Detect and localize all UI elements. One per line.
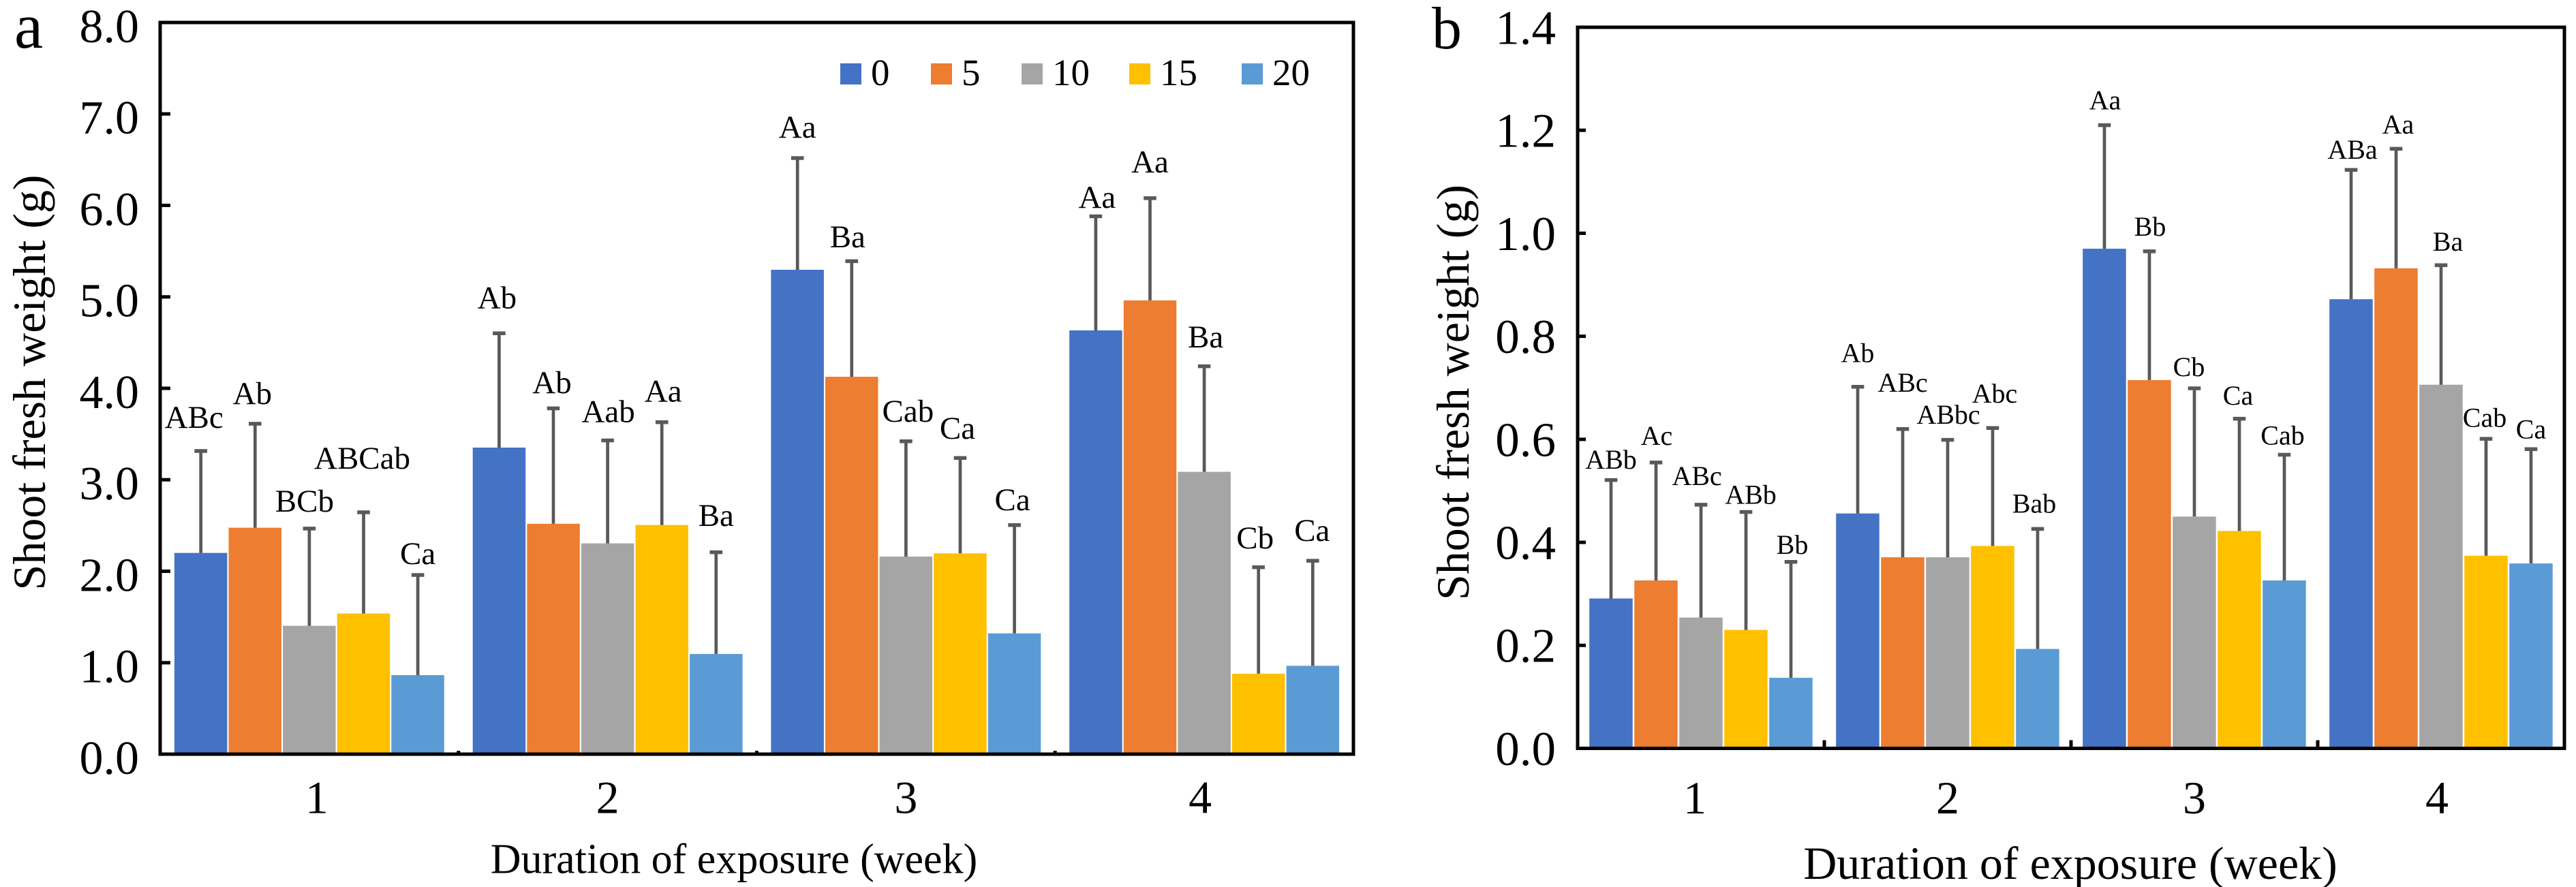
svg-text:Aa: Aa	[2089, 85, 2121, 116]
svg-text:7.0: 7.0	[80, 92, 140, 144]
svg-text:ABa: ABa	[2327, 134, 2378, 165]
svg-text:6.0: 6.0	[80, 183, 140, 236]
svg-text:Ca: Ca	[2223, 380, 2254, 411]
svg-text:Ba: Ba	[830, 219, 865, 255]
svg-text:Bab: Bab	[2012, 488, 2056, 519]
svg-text:Aa: Aa	[1078, 180, 1116, 215]
svg-text:15: 15	[1160, 52, 1197, 93]
svg-text:2: 2	[596, 772, 619, 824]
svg-text:Cb: Cb	[1236, 520, 1274, 556]
svg-text:Cb: Cb	[2173, 352, 2205, 382]
svg-text:1: 1	[1683, 772, 1706, 824]
svg-text:1.2: 1.2	[1495, 105, 1556, 158]
svg-text:Shoot fresh weight (g): Shoot fresh weight (g)	[3, 174, 55, 590]
svg-text:5: 5	[962, 52, 981, 93]
svg-text:Aab: Aab	[581, 394, 634, 430]
svg-text:Ab: Ab	[532, 365, 571, 401]
svg-text:a: a	[14, 0, 43, 62]
svg-text:0.2: 0.2	[1495, 620, 1556, 673]
svg-text:Ca: Ca	[940, 411, 975, 446]
svg-text:4: 4	[2425, 772, 2449, 824]
svg-text:1.0: 1.0	[1495, 208, 1556, 261]
svg-text:0.6: 0.6	[1495, 414, 1556, 467]
svg-text:Bb: Bb	[2134, 211, 2166, 242]
svg-text:Ba: Ba	[2433, 226, 2464, 257]
svg-text:Duration of exposure (week): Duration of exposure (week)	[1803, 837, 2337, 887]
svg-text:Aa: Aa	[645, 374, 682, 409]
svg-text:Aa: Aa	[2382, 109, 2414, 140]
svg-text:Ba: Ba	[1188, 320, 1223, 355]
svg-text:1.0: 1.0	[80, 641, 140, 694]
svg-text:1: 1	[305, 772, 328, 824]
svg-text:ABb: ABb	[1585, 444, 1637, 475]
svg-text:4: 4	[1189, 772, 1212, 824]
svg-text:2: 2	[1936, 772, 1959, 824]
svg-text:Bb: Bb	[1777, 529, 1809, 560]
svg-text:10: 10	[1052, 52, 1090, 93]
svg-text:Shoot fresh weight (g): Shoot fresh weight (g)	[1427, 185, 1479, 600]
svg-text:2.0: 2.0	[80, 549, 140, 602]
svg-text:BCb: BCb	[275, 484, 334, 519]
svg-text:Ca: Ca	[2516, 414, 2547, 445]
svg-text:Cab: Cab	[883, 394, 934, 429]
svg-text:3.0: 3.0	[80, 458, 140, 510]
svg-text:Aa: Aa	[1131, 144, 1169, 180]
svg-text:3: 3	[894, 772, 917, 824]
svg-text:Duration of exposure (week): Duration of exposure (week)	[491, 837, 977, 883]
svg-text:Ab: Ab	[478, 281, 517, 316]
svg-text:1.4: 1.4	[1495, 1, 1556, 55]
svg-text:b: b	[1432, 0, 1462, 62]
svg-text:0: 0	[871, 52, 890, 93]
svg-text:Ab: Ab	[1841, 338, 1875, 369]
svg-text:5.0: 5.0	[80, 275, 140, 328]
svg-text:0.4: 0.4	[1495, 517, 1556, 570]
svg-text:Aa: Aa	[779, 110, 816, 145]
svg-text:Ca: Ca	[400, 536, 435, 572]
svg-text:0.0: 0.0	[80, 732, 140, 785]
svg-text:Ac: Ac	[1641, 420, 1673, 451]
svg-text:ABc: ABc	[165, 400, 224, 435]
svg-text:Abc: Abc	[1972, 378, 2018, 409]
svg-text:ABCab: ABCab	[314, 441, 410, 476]
svg-text:Cab: Cab	[2463, 403, 2506, 433]
svg-text:Ca: Ca	[1294, 513, 1330, 548]
svg-text:Cab: Cab	[2260, 420, 2304, 451]
svg-text:ABc: ABc	[1672, 461, 1721, 491]
svg-text:0.8: 0.8	[1495, 311, 1556, 364]
svg-text:Ba: Ba	[699, 498, 734, 533]
svg-text:20: 20	[1272, 52, 1310, 93]
svg-text:Ca: Ca	[994, 482, 1030, 518]
svg-text:0.0: 0.0	[1495, 723, 1556, 776]
svg-text:Ab: Ab	[233, 376, 272, 411]
svg-text:ABc: ABc	[1877, 367, 1927, 398]
svg-text:3: 3	[2183, 772, 2206, 824]
svg-text:ABbc: ABbc	[1916, 399, 1980, 430]
svg-text:4.0: 4.0	[80, 367, 140, 419]
svg-text:ABb: ABb	[1725, 480, 1777, 510]
svg-text:8.0: 8.0	[80, 1, 140, 53]
